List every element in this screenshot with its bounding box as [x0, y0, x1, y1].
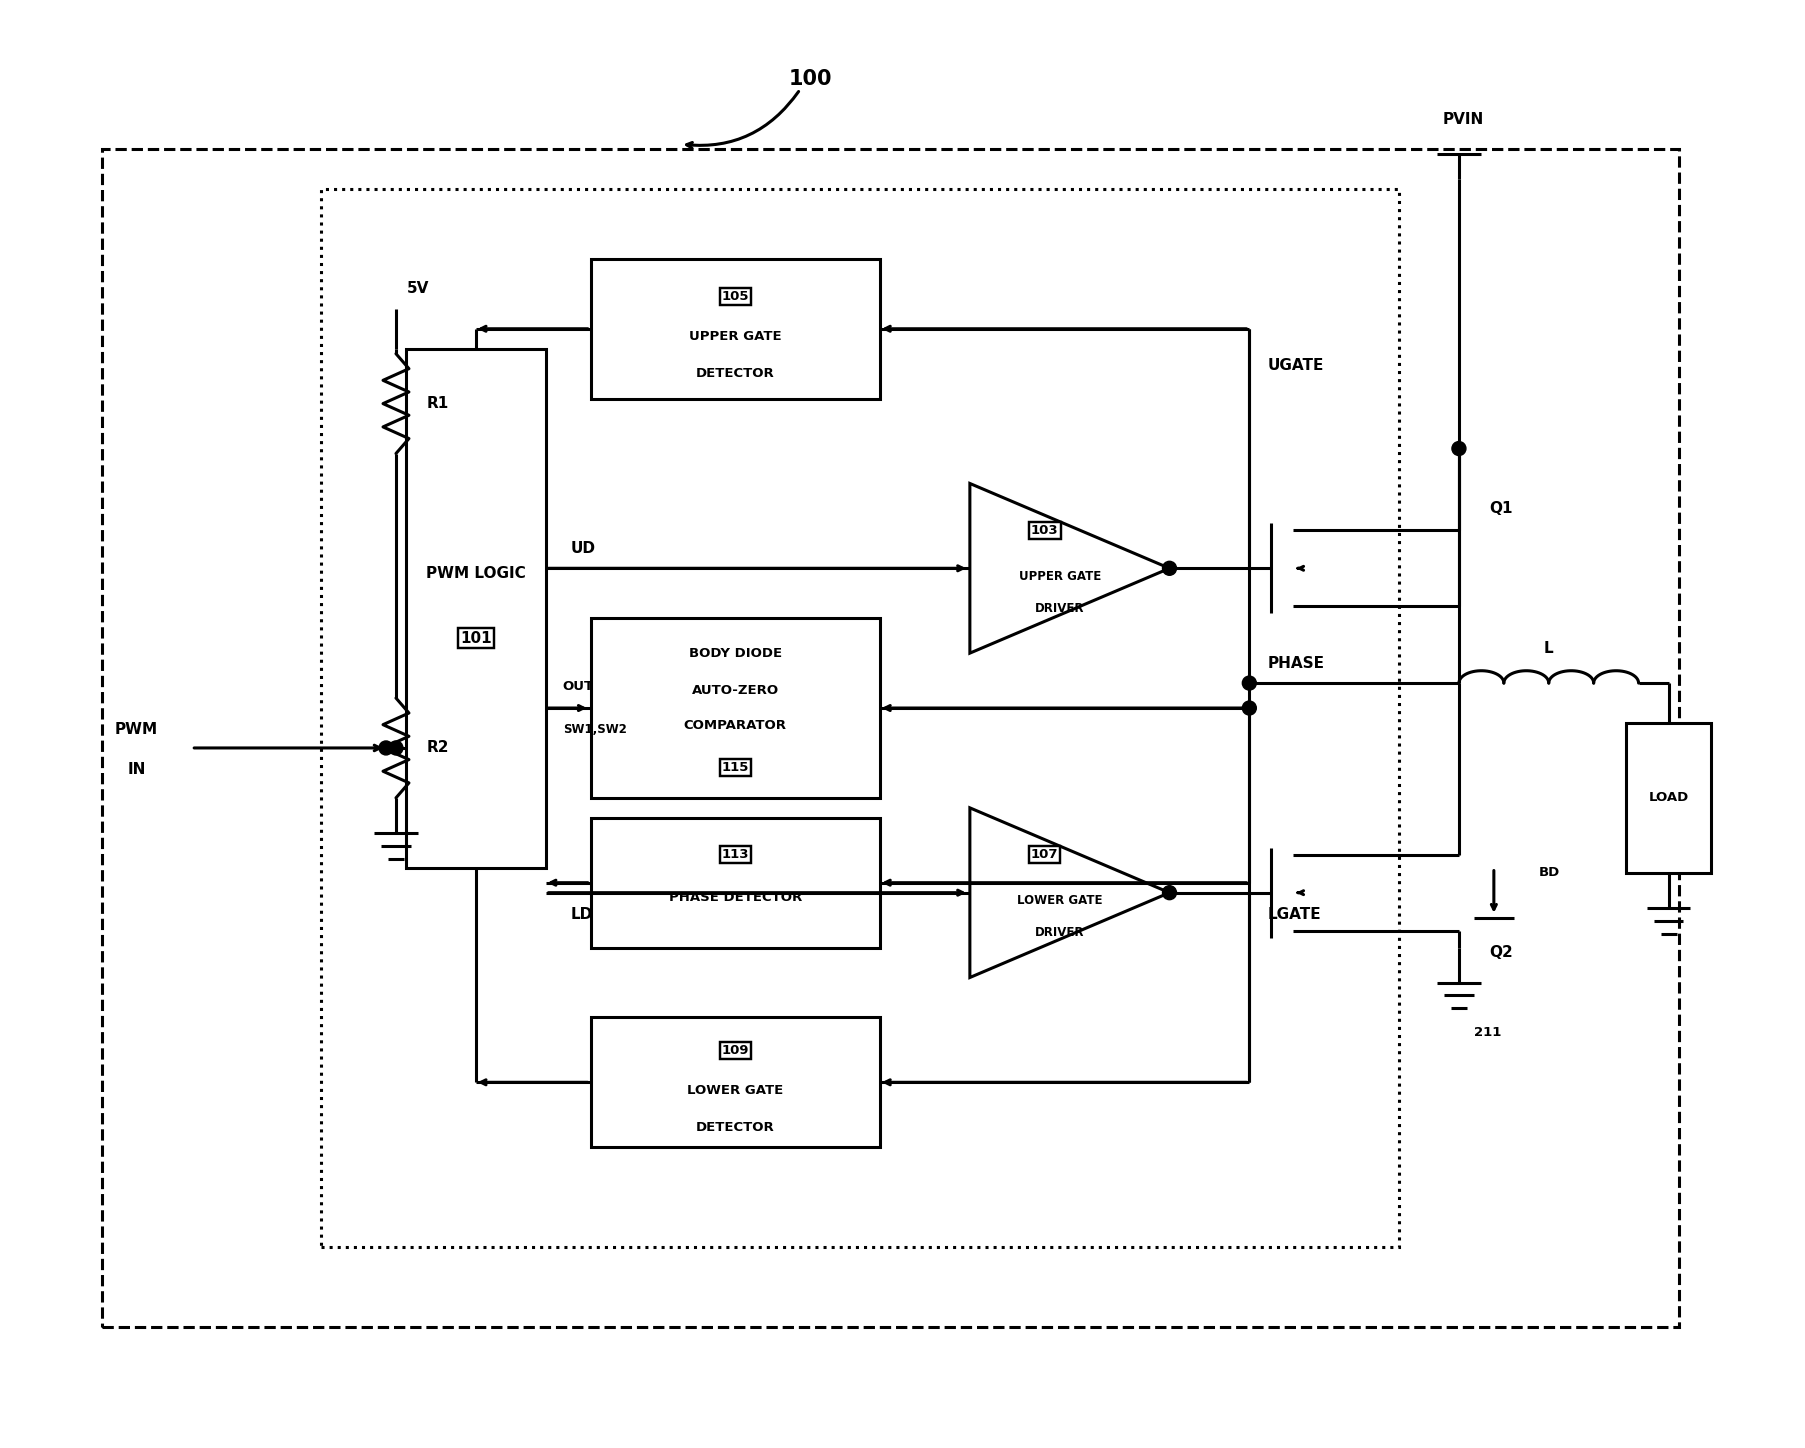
Text: DRIVER: DRIVER: [1034, 602, 1085, 615]
Text: IN: IN: [128, 763, 146, 778]
Text: 107: 107: [1031, 849, 1058, 862]
Bar: [1626, 723, 1711, 873]
Circle shape: [1242, 701, 1256, 715]
Text: PHASE: PHASE: [1267, 656, 1325, 670]
Bar: [590, 259, 881, 398]
Bar: [321, 190, 1399, 1247]
Text: DETECTOR: DETECTOR: [697, 368, 774, 381]
Text: LGATE: LGATE: [1267, 906, 1321, 922]
Text: PWM LOGIC: PWM LOGIC: [426, 566, 525, 581]
Text: Q1: Q1: [1489, 501, 1513, 515]
Text: BD: BD: [1540, 866, 1560, 879]
Text: PVIN: PVIN: [1442, 111, 1484, 126]
Text: BODY DIODE: BODY DIODE: [690, 647, 782, 660]
Text: 115: 115: [722, 762, 749, 775]
Text: 5V: 5V: [406, 281, 430, 297]
Text: COMPARATOR: COMPARATOR: [684, 720, 787, 733]
Text: 100: 100: [789, 70, 832, 90]
Text: 211: 211: [1475, 1025, 1502, 1038]
Text: UPPER GATE: UPPER GATE: [690, 330, 782, 343]
Circle shape: [1162, 886, 1177, 899]
Text: UD: UD: [570, 542, 596, 556]
Circle shape: [390, 741, 403, 754]
Text: PWM: PWM: [116, 723, 159, 737]
Text: DRIVER: DRIVER: [1034, 927, 1085, 940]
Text: R2: R2: [426, 740, 449, 756]
Bar: [590, 1018, 881, 1147]
Text: LOWER GATE: LOWER GATE: [1016, 895, 1103, 906]
Text: LOWER GATE: LOWER GATE: [688, 1083, 783, 1096]
Text: UPPER GATE: UPPER GATE: [1018, 569, 1101, 582]
Circle shape: [1162, 562, 1177, 575]
Text: OUT: OUT: [563, 679, 594, 692]
Text: SW1,SW2: SW1,SW2: [563, 724, 626, 737]
Text: LD: LD: [570, 906, 592, 922]
Text: 105: 105: [722, 290, 749, 303]
Text: DETECTOR: DETECTOR: [697, 1121, 774, 1134]
Text: L: L: [1543, 640, 1554, 656]
Circle shape: [1242, 676, 1256, 691]
Text: 109: 109: [722, 1044, 749, 1057]
Circle shape: [1451, 442, 1466, 456]
Bar: [590, 618, 881, 798]
Text: 103: 103: [1031, 524, 1058, 537]
Circle shape: [379, 741, 393, 754]
Bar: [406, 349, 545, 867]
Bar: [590, 818, 881, 947]
Text: AUTO-ZERO: AUTO-ZERO: [691, 683, 780, 696]
Text: LOAD: LOAD: [1648, 792, 1689, 804]
Text: UGATE: UGATE: [1267, 358, 1323, 374]
Text: R1: R1: [426, 397, 449, 411]
Text: PHASE DETECTOR: PHASE DETECTOR: [668, 891, 801, 904]
Bar: [101, 149, 1679, 1326]
Text: 101: 101: [460, 631, 491, 646]
Text: Q2: Q2: [1489, 946, 1513, 960]
Text: 113: 113: [722, 849, 749, 862]
